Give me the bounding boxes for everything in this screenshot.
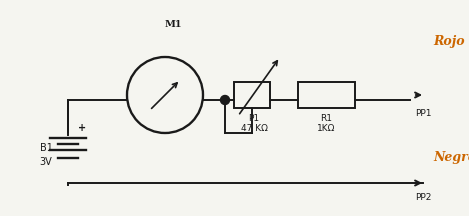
Text: PP1: PP1 bbox=[415, 109, 431, 118]
Bar bbox=[234, 82, 270, 108]
Text: Rojo: Rojo bbox=[433, 35, 465, 49]
Text: 1KΩ: 1KΩ bbox=[318, 124, 336, 133]
Text: 47 KΩ: 47 KΩ bbox=[241, 124, 267, 133]
Text: M1: M1 bbox=[164, 20, 182, 29]
Text: Negro: Negro bbox=[433, 151, 469, 165]
Bar bbox=[298, 82, 355, 108]
Text: 3V: 3V bbox=[39, 157, 53, 167]
Text: +: + bbox=[78, 123, 86, 133]
Text: PP2: PP2 bbox=[415, 193, 431, 202]
Circle shape bbox=[220, 95, 229, 105]
Text: R1: R1 bbox=[320, 114, 333, 123]
Text: B1: B1 bbox=[39, 143, 53, 153]
Text: P1: P1 bbox=[249, 114, 259, 123]
